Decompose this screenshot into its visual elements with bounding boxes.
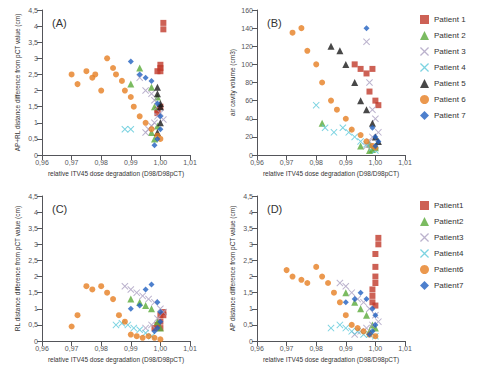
svg-text:0,99: 0,99 <box>339 159 353 166</box>
svg-text:0,99: 0,99 <box>124 345 138 352</box>
svg-text:0,97: 0,97 <box>65 345 79 352</box>
svg-text:100: 100 <box>241 61 253 68</box>
svg-text:4,5: 4,5 <box>243 193 253 200</box>
svg-text:140: 140 <box>241 25 253 32</box>
svg-text:Patient 7: Patient 7 <box>434 111 466 120</box>
svg-text:Patient 1: Patient 1 <box>434 15 466 24</box>
svg-text:0,5: 0,5 <box>28 321 38 328</box>
svg-text:air cavity volume (cm3): air cavity volume (cm3) <box>229 49 237 116</box>
svg-text:2: 2 <box>249 273 253 280</box>
svg-text:2,5: 2,5 <box>243 257 253 264</box>
svg-text:RL distance difference from pC: RL distance difference from pCT value (c… <box>14 206 22 331</box>
svg-text:Patient3: Patient3 <box>434 233 464 242</box>
svg-text:40: 40 <box>245 115 253 122</box>
svg-text:3,5: 3,5 <box>243 225 253 232</box>
svg-text:0: 0 <box>249 338 253 345</box>
svg-text:1: 1 <box>34 305 38 312</box>
svg-text:0,97: 0,97 <box>280 159 294 166</box>
svg-text:Patient 3: Patient 3 <box>434 47 466 56</box>
svg-text:relative ITV45 dose degradatio: relative ITV45 dose degradation (D98/D98… <box>263 356 399 364</box>
svg-text:relative ITV45 dose degradatio: relative ITV45 dose degradation (D98/D98… <box>263 170 399 178</box>
svg-text:AP distance difference from pC: AP distance difference from pCT value (c… <box>229 206 237 332</box>
svg-text:0,97: 0,97 <box>280 345 294 352</box>
svg-text:0,98: 0,98 <box>309 345 323 352</box>
svg-text:1,01: 1,01 <box>398 159 412 166</box>
svg-text:0,96: 0,96 <box>250 159 264 166</box>
svg-text:3: 3 <box>249 241 253 248</box>
svg-text:2,5: 2,5 <box>28 71 38 78</box>
svg-text:1: 1 <box>249 305 253 312</box>
svg-text:20: 20 <box>245 133 253 140</box>
svg-text:(B): (B) <box>267 17 282 29</box>
svg-text:0,98: 0,98 <box>94 345 108 352</box>
svg-text:1: 1 <box>34 119 38 126</box>
svg-text:2: 2 <box>34 87 38 94</box>
svg-text:1,01: 1,01 <box>183 345 197 352</box>
svg-text:Patient 4: Patient 4 <box>434 63 466 72</box>
svg-text:Patient 2: Patient 2 <box>434 31 466 40</box>
svg-text:3: 3 <box>34 55 38 62</box>
svg-text:0: 0 <box>249 152 253 159</box>
svg-text:1,00: 1,00 <box>154 345 168 352</box>
svg-text:0,96: 0,96 <box>35 159 49 166</box>
svg-text:3,5: 3,5 <box>28 39 38 46</box>
svg-text:(A): (A) <box>52 17 67 29</box>
svg-text:0: 0 <box>34 338 38 345</box>
svg-text:0,99: 0,99 <box>339 345 353 352</box>
svg-text:60: 60 <box>245 97 253 104</box>
svg-text:2,5: 2,5 <box>28 257 38 264</box>
svg-text:relative ITV45 dose degradatio: relative ITV45 dose degradation (D98/D98… <box>48 356 184 364</box>
svg-text:1,01: 1,01 <box>183 159 197 166</box>
svg-text:4,5: 4,5 <box>28 7 38 14</box>
svg-text:0,5: 0,5 <box>28 135 38 142</box>
svg-text:4: 4 <box>34 23 38 30</box>
svg-text:Patient4: Patient4 <box>434 249 464 258</box>
svg-text:0,99: 0,99 <box>124 159 138 166</box>
svg-text:Patient7: Patient7 <box>434 281 464 290</box>
svg-text:0,98: 0,98 <box>94 159 108 166</box>
svg-text:Patient6: Patient6 <box>434 265 464 274</box>
svg-text:4,5: 4,5 <box>28 193 38 200</box>
svg-text:Patient1: Patient1 <box>434 201 464 210</box>
svg-text:0,97: 0,97 <box>65 159 79 166</box>
svg-text:0: 0 <box>34 152 38 159</box>
svg-text:0,96: 0,96 <box>35 345 49 352</box>
svg-text:1,5: 1,5 <box>28 289 38 296</box>
svg-text:1,00: 1,00 <box>369 159 383 166</box>
svg-text:4: 4 <box>34 209 38 216</box>
svg-text:4: 4 <box>249 209 253 216</box>
svg-text:relative ITV45 dose degradatio: relative ITV45 dose degradation (D98/D98… <box>48 170 184 178</box>
svg-text:0,96: 0,96 <box>250 345 264 352</box>
svg-text:0,5: 0,5 <box>243 321 253 328</box>
svg-text:2: 2 <box>34 273 38 280</box>
svg-text:Patient2: Patient2 <box>434 217 464 226</box>
svg-text:1,5: 1,5 <box>28 103 38 110</box>
svg-text:Patient 6: Patient 6 <box>434 95 466 104</box>
svg-text:1,00: 1,00 <box>154 159 168 166</box>
svg-text:120: 120 <box>241 43 253 50</box>
svg-text:1,5: 1,5 <box>243 289 253 296</box>
svg-text:Patient 5: Patient 5 <box>434 79 466 88</box>
svg-text:1,00: 1,00 <box>369 345 383 352</box>
svg-text:1,01: 1,01 <box>398 345 412 352</box>
svg-text:3,5: 3,5 <box>28 225 38 232</box>
svg-text:AP+RL distance difference from: AP+RL distance difference from pCT value… <box>14 14 22 152</box>
svg-text:(C): (C) <box>52 203 67 215</box>
svg-text:(D): (D) <box>267 203 282 215</box>
svg-text:0,98: 0,98 <box>309 159 323 166</box>
svg-text:3: 3 <box>34 241 38 248</box>
svg-text:160: 160 <box>241 7 253 14</box>
svg-text:80: 80 <box>245 79 253 86</box>
